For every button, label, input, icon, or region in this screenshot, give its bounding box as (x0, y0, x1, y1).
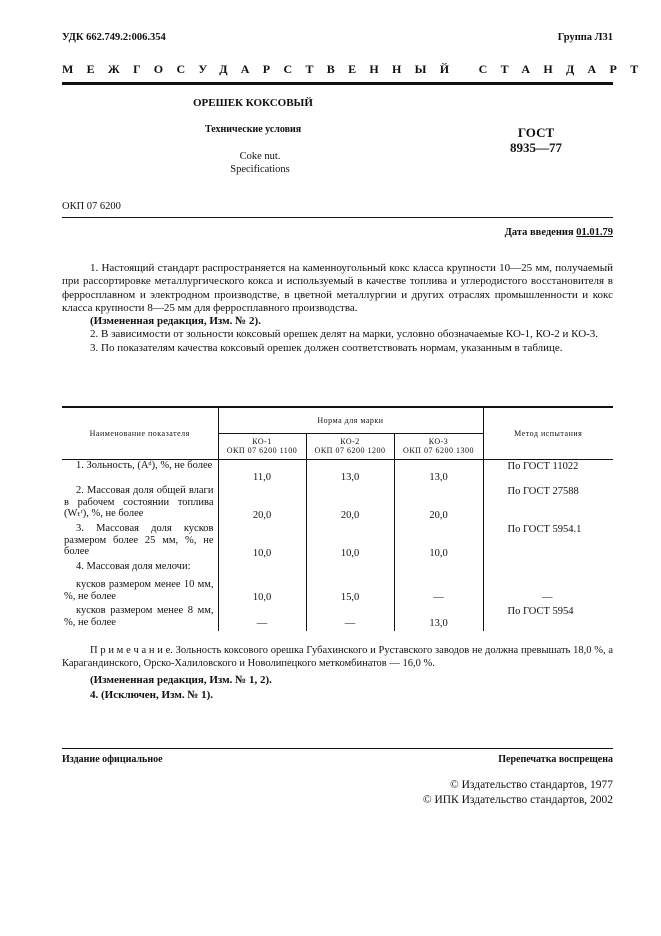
table-row: 4. Массовая доля мелочи: (62, 561, 613, 579)
indicator-name: кусков размером менее 10 мм, %, не более (62, 579, 219, 605)
udk-code: УДК 662.749.2:006.354 (62, 32, 166, 43)
quality-table: Наименование показателя Норма для марки Ме… (62, 406, 613, 631)
indicator-text: 1. Зольность, (Aᵈ), %, не более (76, 459, 213, 471)
intro-paragraphs: 1. Настоящий стандарт распространяется н… (62, 262, 613, 355)
copyright: © Издательство стандартов, 1977 © ИПК Изд… (423, 778, 613, 808)
norm-value: 20,0 (305, 485, 395, 523)
group-code: Группа Л31 (557, 32, 613, 43)
official-edition: Издание официальное (62, 754, 163, 765)
paragraph-4: 4. (Исключен, Изм. № 1). (90, 688, 214, 701)
norm-value: 10,0 (305, 523, 395, 561)
copyright-1977: © Издательство стандартов, 1977 (449, 779, 613, 791)
gost-number: ГОСТ 8935—77 (505, 125, 567, 155)
test-method: По ГОСТ 5954 (482, 605, 613, 631)
norm-value: 15,0 (305, 579, 395, 605)
norm-value: — (305, 605, 395, 631)
header-norm: Норма для марки (217, 406, 484, 434)
grade-okp: ОКП 07 6200 1200 (314, 446, 386, 455)
grade-name: КО-3 (428, 437, 449, 446)
gost-label: ГОСТ (517, 125, 555, 140)
indicator-name: 3. Массовая доля кусков размером более 2… (62, 523, 219, 561)
grade-name: КО-1 (252, 437, 272, 446)
divider (62, 217, 613, 218)
document-title: ОРЕШЕК КОКСОВЫЙ (193, 97, 313, 109)
indicator-text: кусков размером менее 8 мм, %, не более (64, 605, 214, 628)
test-method: По ГОСТ 27588 (482, 485, 613, 523)
table-row: 1. Зольность, (Aᵈ), %, не более 11,0 13,0 1… (62, 459, 613, 485)
norm-value: 13,0 (393, 605, 484, 631)
test-method: По ГОСТ 5954.1 (482, 523, 613, 561)
indicator-text: кусков размером менее 10 мм, %, не более (64, 579, 214, 602)
test-method: — (482, 579, 613, 605)
grade-header: КО-3 ОКП 07 6200 1300 (393, 433, 483, 459)
paragraph-2: 2. В зависимости от зольности коксовый о… (90, 328, 599, 341)
date-value: 01.01.79 (576, 227, 613, 238)
table-row: кусков размером менее 8 мм, %, не более —… (62, 605, 613, 631)
indicator-text: 2. Массовая доля общей влаги в рабочем с… (64, 485, 214, 519)
english-title: Coke nut. Specifications (160, 150, 360, 176)
indicator-name: 2. Массовая доля общей влаги в рабочем с… (62, 485, 219, 523)
indicator-name: 4. Массовая доля мелочи: (62, 561, 219, 579)
effective-date: Дата введения 01.01.79 (505, 227, 613, 238)
note-edit: (Измененная редакция, Изм. № 1, 2). (90, 674, 272, 686)
paragraph-1: 1. Настоящий стандарт распространяется н… (62, 262, 613, 314)
document-subtitle: Технические условия (205, 124, 302, 135)
norm-value: 10,0 (393, 523, 484, 561)
test-method: По ГОСТ 11022 (482, 459, 613, 485)
banner: МЕЖГОСУДАРСТВЕННЫЙ СТАНДАРТ (62, 62, 652, 76)
indicator-name: 1. Зольность, (Aᵈ), %, не более (62, 459, 219, 485)
table-row: кусков размером менее 10 мм, %, не более… (62, 579, 613, 605)
notes: П р и м е ч а н и е. Зольность коксового… (62, 645, 613, 701)
grade-okp: ОКП 07 6200 1100 (226, 446, 298, 455)
grade-header: КО-2 ОКП 07 6200 1200 (305, 433, 395, 459)
indicator-text: 3. Массовая доля кусков размером более 2… (64, 523, 214, 557)
norm-value: 13,0 (393, 459, 484, 485)
banner-rule (62, 82, 613, 85)
norm-value: 10,0 (217, 579, 307, 605)
norm-value: 10,0 (217, 523, 307, 561)
indicator-name: кусков размером менее 8 мм, %, не более (62, 605, 219, 631)
norm-value (217, 561, 307, 579)
table-note: П р и м е ч а н и е. Зольность коксового… (62, 645, 613, 669)
norm-value: — (217, 605, 307, 631)
norm-value: 11,0 (217, 459, 307, 485)
header-method: Метод испытания (482, 406, 613, 459)
norm-value (305, 561, 395, 579)
paragraph-1-edit: (Измененная редакция, Изм. № 2). (90, 315, 261, 328)
grade-okp: ОКП 07 6200 1300 (403, 446, 474, 455)
norm-value: — (393, 579, 484, 605)
test-method (482, 561, 613, 579)
paragraph-3: 3. По показателям качества коксовый ореш… (90, 341, 563, 354)
english-title-line: Coke nut. (239, 151, 281, 162)
reprint-prohibited: Перепечатка воспрещена (498, 754, 613, 765)
norm-value: 20,0 (217, 485, 307, 523)
grade-name: КО-2 (340, 437, 360, 446)
norm-value: 20,0 (393, 485, 484, 523)
date-label: Дата введения (504, 227, 574, 238)
copyright-2002: © ИПК Издательство стандартов, 2002 (422, 794, 613, 806)
indicator-text: 4. Массовая доля мелочи: (76, 561, 191, 572)
norm-value (393, 561, 484, 579)
footer-rule (62, 748, 613, 749)
table-row: 3. Массовая доля кусков размером более 2… (62, 523, 613, 561)
table-row: 2. Массовая доля общей влаги в рабочем с… (62, 485, 613, 523)
header-name: Наименование показателя (62, 406, 219, 459)
english-subtitle-line: Specifications (230, 164, 290, 175)
grade-header: КО-1 ОКП 07 6200 1100 (218, 433, 307, 459)
gost-code: 8935—77 (510, 140, 562, 155)
okp-code: ОКП 07 6200 (62, 201, 121, 212)
norm-value: 13,0 (305, 459, 395, 485)
